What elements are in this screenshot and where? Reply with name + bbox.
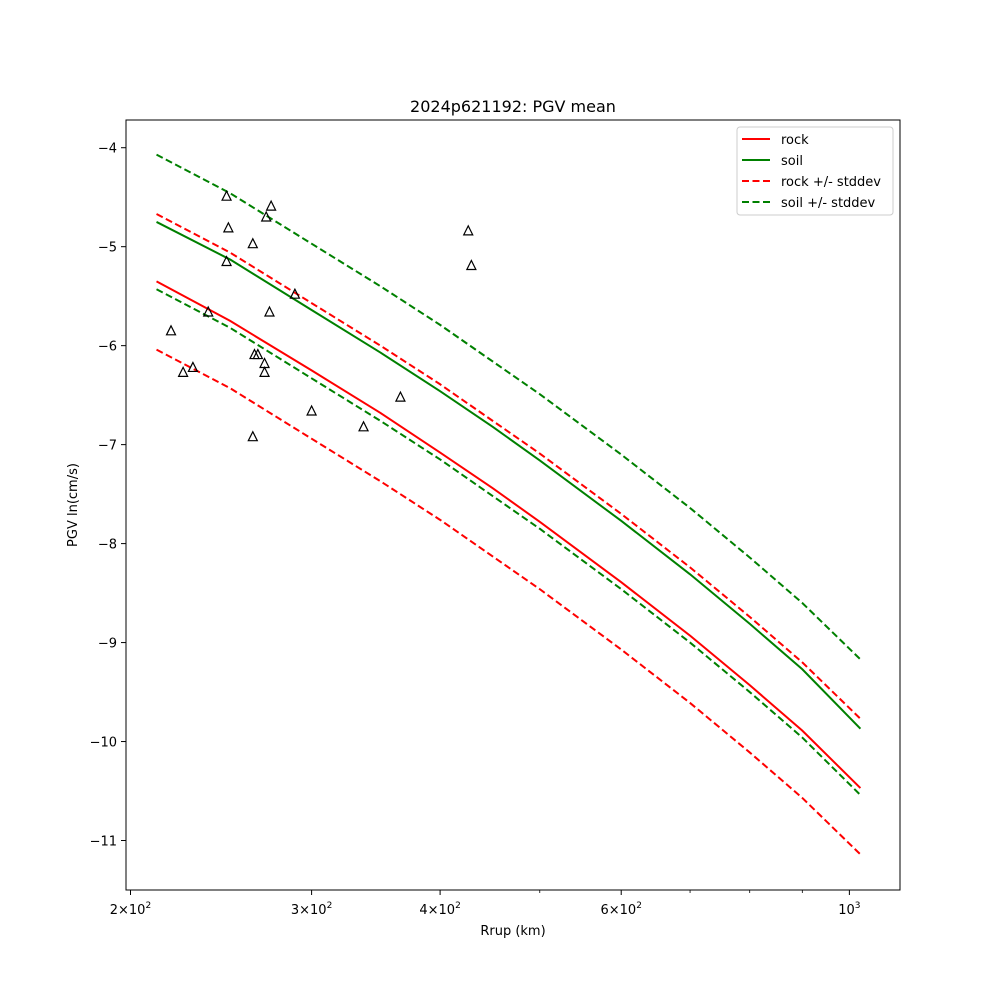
- y-tick-label: −4: [98, 142, 117, 157]
- observation-marker: [394, 390, 406, 402]
- series-line-soil-stddev: [156, 153, 862, 661]
- y-tick-label: −10: [90, 736, 117, 751]
- y-tick-label: −9: [98, 637, 117, 652]
- legend-box: [736, 126, 894, 216]
- observation-marker: [462, 224, 474, 236]
- observation-marker: [247, 430, 259, 442]
- series-line-rock-stddev: [156, 348, 862, 856]
- legend: rock soil rock +/- stddev soil +/- stddev: [736, 126, 894, 216]
- observation-marker: [289, 287, 301, 299]
- legend-label: rock +/- stddev: [781, 175, 881, 190]
- y-tick-label: −5: [98, 241, 117, 256]
- y-axis: −4 −5 −6 −7 −8 −9 −10 −11: [90, 142, 126, 850]
- x-tick-label: 4×102: [419, 901, 460, 918]
- observation-marker: [358, 420, 370, 432]
- legend-label: soil +/- stddev: [781, 196, 876, 211]
- observation-marker: [259, 366, 271, 377]
- observation-marker: [252, 348, 264, 360]
- series-line-soil: [156, 221, 862, 730]
- y-tick-label: −8: [98, 538, 117, 553]
- plot-area: [125, 119, 901, 891]
- observation-marker: [222, 221, 234, 233]
- x-axis-label: Rrup (km): [480, 924, 545, 939]
- observations-layer: [165, 189, 477, 442]
- observation-marker: [260, 210, 272, 222]
- observation-marker: [263, 305, 275, 317]
- observation-marker: [202, 305, 214, 317]
- chart-title: 2024p621192: PGV mean: [410, 97, 616, 116]
- x-tick-label: 6×102: [600, 901, 641, 918]
- observation-marker: [306, 404, 318, 416]
- observation-marker: [187, 361, 199, 373]
- observation-marker: [247, 237, 259, 249]
- observation-marker: [221, 189, 233, 201]
- observation-marker: [265, 199, 277, 211]
- legend-label: rock: [781, 133, 809, 148]
- y-tick-label: −11: [90, 835, 117, 850]
- x-tick-label: 2×102: [110, 901, 151, 918]
- y-tick-label: −7: [98, 439, 117, 454]
- x-tick-label: 3×102: [291, 901, 332, 918]
- plot-frame: [125, 119, 901, 891]
- observation-marker: [221, 255, 233, 267]
- y-tick-label: −6: [98, 340, 117, 355]
- series-line-rock: [156, 280, 862, 789]
- observation-marker: [177, 366, 189, 377]
- observation-marker: [465, 259, 477, 271]
- y-axis-label: PGV ln(cm/s): [66, 463, 81, 547]
- legend-label: soil: [781, 154, 803, 169]
- observation-marker: [165, 324, 177, 336]
- series-line-soil-stddev: [156, 288, 862, 796]
